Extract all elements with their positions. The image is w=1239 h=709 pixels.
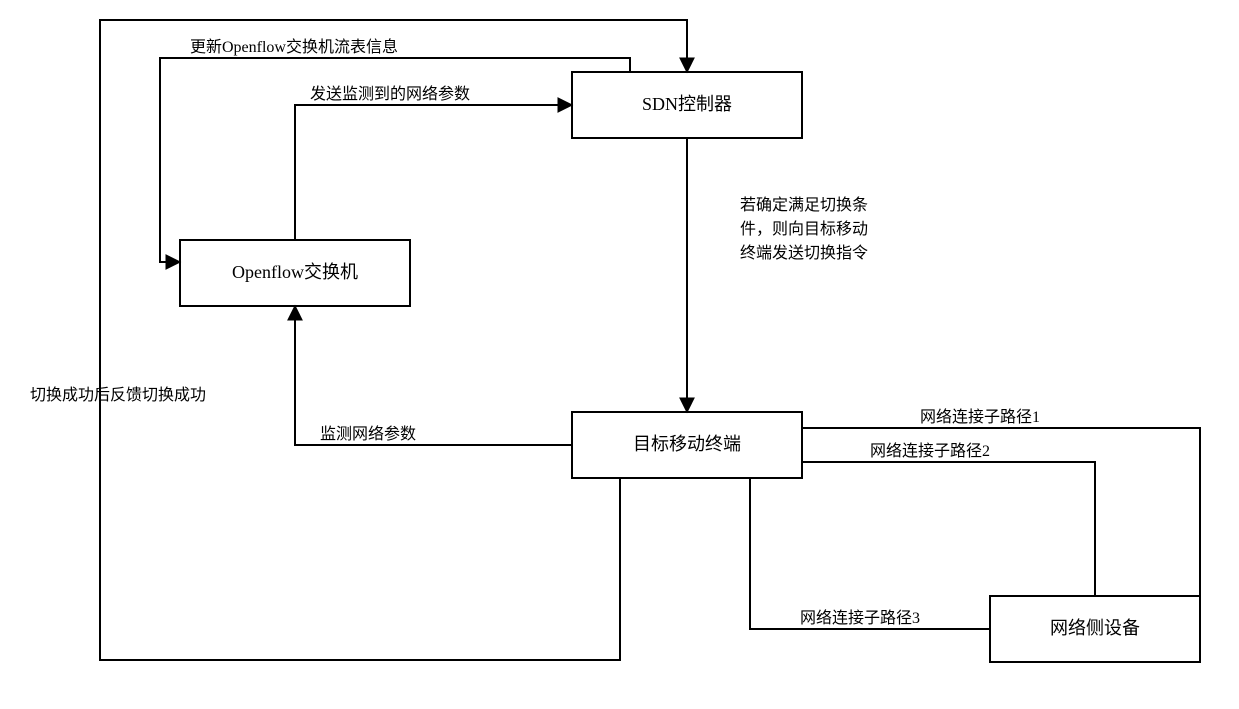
node-netside-label: 网络侧设备 <box>1050 618 1140 638</box>
edge-monitor-params <box>295 306 572 445</box>
edge-feedback-success-label: 切换成功后反馈切换成功 <box>30 386 206 404</box>
edge-path3 <box>750 478 990 629</box>
node-netside: 网络侧设备 <box>990 596 1200 662</box>
edge-monitor-params-label: 监测网络参数 <box>320 424 416 443</box>
node-terminal: 目标移动终端 <box>572 412 802 478</box>
edge-update-flowtable-label: 更新Openflow交换机流表信息 <box>190 38 398 56</box>
node-openflow: Openflow交换机 <box>180 240 410 306</box>
node-sdn-label: SDN控制器 <box>642 94 732 114</box>
node-terminal-label: 目标移动终端 <box>633 434 741 454</box>
edge-switch-cmd-label-l1: 若确定满足切换条 <box>740 196 868 214</box>
edge-path2-label: 网络连接子路径2 <box>870 441 990 460</box>
edge-path1 <box>802 428 1200 614</box>
node-sdn: SDN控制器 <box>572 72 802 138</box>
edge-path2 <box>802 462 1095 596</box>
edge-path3-label: 网络连接子路径3 <box>800 608 920 627</box>
edge-switch-cmd-label-l3: 终端发送切换指令 <box>740 244 868 262</box>
edge-switch-cmd-label-l2: 件，则向目标移动 <box>740 220 868 238</box>
node-openflow-label: Openflow交换机 <box>232 262 358 282</box>
edge-path1-label: 网络连接子路径1 <box>920 407 1040 426</box>
edge-send-params <box>295 105 572 240</box>
edge-send-params-label: 发送监测到的网络参数 <box>310 84 470 103</box>
